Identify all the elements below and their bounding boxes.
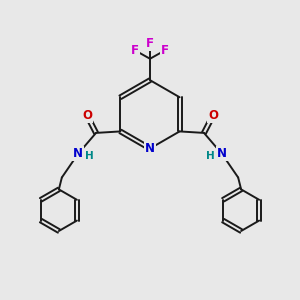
Text: O: O [208,109,218,122]
Text: H: H [206,151,215,161]
Text: F: F [161,44,169,57]
Text: N: N [217,147,227,160]
Text: O: O [82,109,92,122]
Text: N: N [145,142,155,155]
Text: F: F [131,44,139,57]
Text: N: N [73,147,83,160]
Text: F: F [146,37,154,50]
Text: H: H [85,151,94,161]
